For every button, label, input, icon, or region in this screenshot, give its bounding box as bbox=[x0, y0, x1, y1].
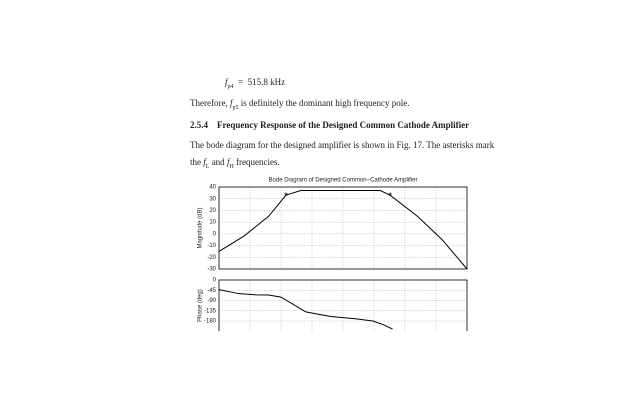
eq-symbol: f bbox=[225, 77, 228, 87]
y-tick-label: 0 bbox=[213, 278, 217, 284]
math-sub: L bbox=[205, 163, 210, 170]
math-var: f bbox=[203, 157, 206, 167]
y-axis-label: Magnitude (dB) bbox=[198, 207, 204, 248]
eq-relation: = bbox=[238, 77, 244, 87]
y-tick-label: -20 bbox=[207, 255, 216, 261]
math-sub: H bbox=[229, 163, 234, 170]
eq-value: 515.8 kHz bbox=[247, 77, 286, 87]
chart-title: Bode Diagram of Designed Common−Cathode … bbox=[269, 178, 418, 184]
section-title: Frequency Response of the Designed Commo… bbox=[217, 120, 470, 130]
y-tick-label: -180 bbox=[204, 319, 217, 325]
y-tick-label: -45 bbox=[207, 288, 216, 294]
asterisk-marker: * bbox=[284, 191, 288, 201]
text-run: frequencies. bbox=[233, 157, 280, 167]
section-number: 2.5.4 bbox=[190, 120, 208, 130]
math-var: f bbox=[229, 98, 233, 108]
eq-subscript: p4 bbox=[227, 83, 234, 90]
y-axis-label: Phase (deg) bbox=[198, 289, 204, 322]
math-var: f bbox=[226, 157, 230, 167]
y-tick-label: 0 bbox=[213, 231, 217, 237]
y-tick-label: -10 bbox=[207, 243, 216, 249]
math-sub: p5 bbox=[232, 104, 239, 111]
y-tick-label: -90 bbox=[207, 298, 216, 304]
asterisk-marker: * bbox=[388, 191, 392, 201]
y-tick-label: 40 bbox=[209, 185, 216, 191]
y-tick-label: 30 bbox=[209, 196, 216, 202]
section-heading: 2.5.4 Frequency Response of the Designed… bbox=[190, 120, 469, 130]
text-run: The bode diagram for the designed amplif… bbox=[190, 140, 495, 150]
y-tick-label: 10 bbox=[209, 220, 216, 226]
y-tick-label: -30 bbox=[207, 267, 216, 273]
text-run: and bbox=[209, 157, 227, 167]
text-run: Therefore, bbox=[190, 98, 230, 108]
text-run: the bbox=[190, 157, 204, 167]
data-line bbox=[218, 190, 468, 270]
plot-frame bbox=[218, 186, 468, 270]
y-tick-label: 20 bbox=[209, 208, 216, 214]
paragraph-line: the fL and fH frequencies. bbox=[190, 157, 280, 170]
y-tick-label: -135 bbox=[204, 308, 217, 314]
text-run: is definitely the dominant high frequenc… bbox=[238, 98, 410, 108]
figure-body: Bode Diagram of Designed Common−Cathode … bbox=[198, 178, 468, 331]
paragraph: Therefore, fp5 is definitely the dominan… bbox=[190, 98, 409, 111]
paragraph-line: The bode diagram for the designed amplif… bbox=[190, 140, 494, 150]
plot-frame bbox=[218, 279, 468, 331]
equation: fp4 = 515.8 kHz bbox=[225, 77, 285, 90]
data-line bbox=[218, 289, 393, 330]
